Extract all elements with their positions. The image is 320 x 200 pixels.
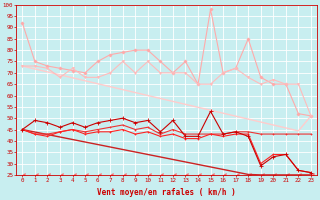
X-axis label: Vent moyen/en rafales ( km/h ): Vent moyen/en rafales ( km/h )	[97, 188, 236, 197]
